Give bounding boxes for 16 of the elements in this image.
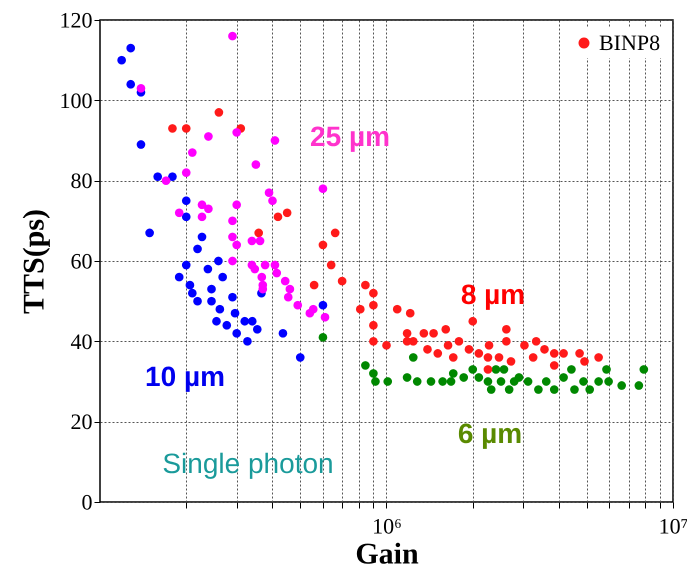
y-tick-label: 60 xyxy=(70,248,92,274)
y-tick-label: 20 xyxy=(70,409,92,434)
x-tick-label: 10⁶ xyxy=(372,514,402,538)
y-tick-label: 0 xyxy=(82,490,92,514)
x-axis-title: Gain xyxy=(355,538,419,570)
annotation: 6 µm xyxy=(458,418,522,449)
y-tick-label: 80 xyxy=(70,168,92,194)
y-tick-label: 40 xyxy=(70,328,92,354)
y-axis-title: TTS(ps) xyxy=(18,208,50,314)
legend-label: BINP8 xyxy=(599,30,660,55)
annotation: 10 µm xyxy=(145,361,225,392)
y-tick-label: 120 xyxy=(60,8,92,32)
annotation: Single photon xyxy=(162,448,334,479)
y-tick-label: 100 xyxy=(60,88,92,113)
annotation: 8 µm xyxy=(460,279,526,310)
annotation: 25 µm xyxy=(310,121,390,152)
